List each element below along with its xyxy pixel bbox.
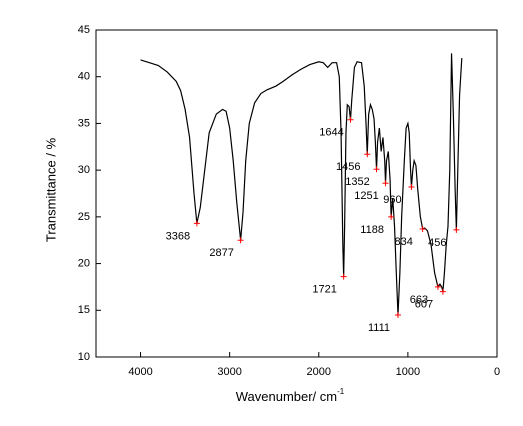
peak-marker [434,283,441,290]
y-tick-label: 40 [78,71,90,83]
y-tick-label: 45 [78,24,90,36]
y-tick-label: 20 [78,257,90,269]
peak-marker [388,213,395,220]
peak-marker [373,166,380,173]
peak-marker [193,220,200,227]
peak-marker [347,116,354,123]
spectrum-line [140,53,463,315]
peak-marker [439,288,446,295]
x-tick-label: 3000 [217,366,241,378]
peak-label: 663 [410,294,428,306]
y-axis-title: Transmittance / % [43,137,58,242]
peak-marker [340,273,347,280]
y-tick-label: 15 [78,304,90,316]
peak-marker [394,311,401,318]
peak-label: 1251 [354,190,378,202]
x-tick-label: 0 [494,366,500,378]
x-tick-label: 2000 [307,366,331,378]
peak-label: 2877 [209,247,233,259]
peak-label: 607 [415,299,433,311]
x-tick-label: 1000 [396,366,420,378]
peak-label: 960 [383,194,401,206]
peak-marker [408,183,415,190]
peak-label: 456 [428,237,446,249]
peak-label: 1721 [312,284,336,296]
peak-marker [453,226,460,233]
peak-marker [237,237,244,244]
y-tick-label: 25 [78,211,90,223]
y-tick-label: 10 [78,351,90,363]
x-axis-title-superscript: -1 [337,387,345,396]
peak-marker [382,180,389,187]
peak-marker [364,151,371,158]
peak-label: 1111 [368,322,390,334]
x-tick-label: 4000 [128,366,152,378]
peak-label: 1644 [319,127,343,139]
y-tick-label: 30 [78,164,90,176]
peak-marker [419,226,426,233]
peak-label: 1352 [345,176,369,188]
x-axis-title: Wavenumber/ cm-1 [236,387,345,404]
peak-label: 3368 [166,230,190,242]
peak-label: 1456 [336,161,360,173]
x-axis-title-text: Wavenumber/ cm [236,389,337,404]
plot-frame [95,29,498,358]
peak-label: 1188 [360,224,384,236]
peak-label: 834 [395,236,413,248]
y-tick-label: 35 [78,117,90,129]
